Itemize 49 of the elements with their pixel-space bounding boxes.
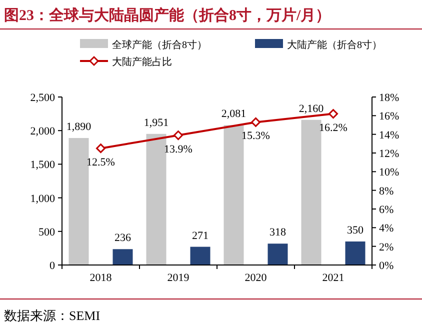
legend-label: 大陆产能占比 <box>112 56 172 68</box>
y2-tick-label: 14% <box>379 129 400 142</box>
x-tick-label: 2019 <box>167 272 190 284</box>
data-label: 1,951 <box>144 116 169 129</box>
y-tick-label: 0 <box>50 260 56 272</box>
bar <box>68 138 89 265</box>
data-label: 2,160 <box>298 102 324 115</box>
data-label: 318 <box>270 226 286 239</box>
x-tick-label: 2018 <box>90 272 112 284</box>
y-tick-label: 1,500 <box>30 159 56 172</box>
legend-label: 大陆产能（折合8寸） <box>287 39 382 51</box>
bar <box>190 246 210 265</box>
bar <box>301 120 322 265</box>
data-label: 2,081 <box>221 108 246 120</box>
y-tick-label: 2,500 <box>30 92 56 104</box>
y2-tick-label: 18% <box>379 92 400 104</box>
point <box>174 130 183 140</box>
y2-tick-label: 16% <box>379 110 400 123</box>
source-note: 数据来源：SEMI <box>4 308 100 323</box>
y2-tick-label: 4% <box>379 222 394 235</box>
point <box>251 117 260 127</box>
y2-tick-label: 2% <box>379 241 394 254</box>
y2-tick-label: 12% <box>379 148 400 160</box>
data-label: 236 <box>114 232 132 244</box>
data-label: 1,890 <box>66 120 92 133</box>
bar <box>268 244 288 265</box>
y-tick-label: 500 <box>38 226 56 238</box>
data-label: 350 <box>347 224 364 236</box>
bar <box>345 241 366 265</box>
x-tick-label: 2021 <box>322 272 344 284</box>
x-tick-label: 2020 <box>244 272 268 284</box>
point <box>328 109 338 119</box>
data-label: 271 <box>192 230 208 242</box>
data-label: 12.5% <box>86 156 115 168</box>
y-tick-label: 2,000 <box>30 126 56 138</box>
legend-label: 全球产能（折合8寸） <box>112 39 207 51</box>
data-label: 16.2% <box>319 122 348 134</box>
bar <box>112 249 133 265</box>
data-label: 15.3% <box>242 130 270 142</box>
point <box>96 144 106 154</box>
y2-tick-label: 0% <box>379 260 394 272</box>
bar <box>146 134 166 265</box>
y2-tick-label: 8% <box>379 185 394 198</box>
y-tick-label: 1,000 <box>30 192 56 205</box>
y2-tick-label: 6% <box>379 204 394 216</box>
chart-title: 图23：全球与大陆晶圆产能（折合8寸，万片/月） <box>4 7 331 24</box>
data-label: 13.9% <box>164 143 192 156</box>
y2-tick-label: 10% <box>379 166 400 179</box>
bar <box>224 125 244 265</box>
